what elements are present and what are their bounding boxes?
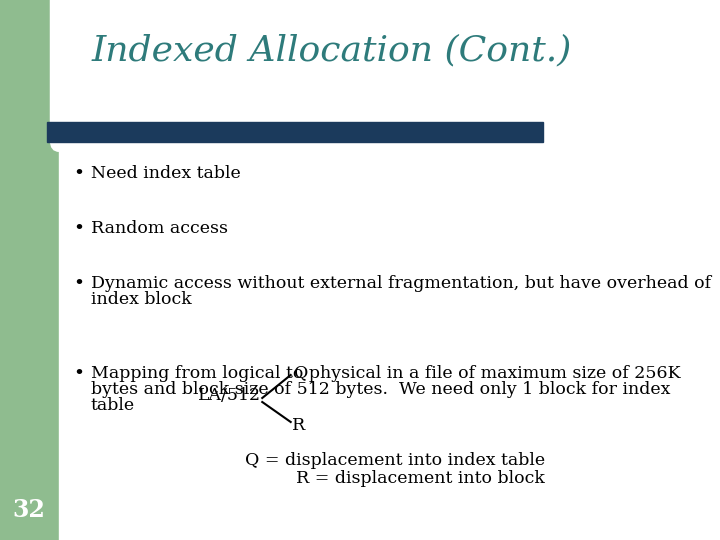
Text: Dynamic access without external fragmentation, but have overhead of: Dynamic access without external fragment… xyxy=(91,275,711,292)
Text: Need index table: Need index table xyxy=(91,165,240,182)
Text: table: table xyxy=(91,397,135,414)
Text: 32: 32 xyxy=(13,498,45,522)
Bar xyxy=(0,0,59,540)
Bar xyxy=(0,0,569,110)
Text: •: • xyxy=(73,275,84,293)
Text: R = displacement into block: R = displacement into block xyxy=(296,470,545,487)
Bar xyxy=(59,105,569,540)
Text: index block: index block xyxy=(91,291,192,308)
Text: Mapping from logical to physical in a file of maximum size of 256K: Mapping from logical to physical in a fi… xyxy=(91,365,680,382)
Bar xyxy=(48,122,544,142)
Text: Q: Q xyxy=(294,364,308,381)
Text: Q = displacement into index table: Q = displacement into index table xyxy=(245,452,545,469)
Text: LA/512: LA/512 xyxy=(197,387,261,403)
Text: Indexed Allocation (Cont.): Indexed Allocation (Cont.) xyxy=(91,33,572,67)
FancyBboxPatch shape xyxy=(50,0,578,152)
Text: Random access: Random access xyxy=(91,220,228,237)
Text: R: R xyxy=(292,417,305,435)
Text: •: • xyxy=(73,365,84,383)
Text: •: • xyxy=(73,165,84,183)
Text: bytes and block size of 512 bytes.  We need only 1 block for index: bytes and block size of 512 bytes. We ne… xyxy=(91,381,670,398)
Text: •: • xyxy=(73,220,84,238)
